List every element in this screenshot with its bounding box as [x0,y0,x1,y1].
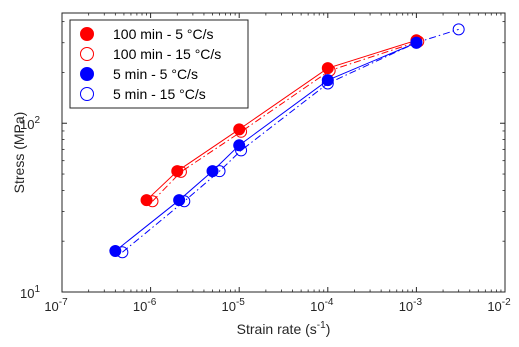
x-tick-label: 10-2 [487,297,511,314]
x-tick-label: 10-7 [44,297,68,314]
series-4-point [213,165,226,178]
x-tick-label: 10-3 [399,297,423,314]
series-4-point [452,23,465,36]
series-3-point [321,74,334,87]
legend-label: 100 min - 5 °C/s [113,26,214,42]
series-3-point [206,165,219,178]
x-tick-label: 10-5 [222,297,246,314]
series-2-line [152,41,419,202]
series-layer [109,23,465,259]
series-4-point [410,36,423,49]
series-4-point [321,77,334,90]
legend-marker [80,67,94,81]
legend-marker [80,27,94,41]
series-4 [116,23,465,259]
legend-label: 5 min - 5 °C/s [113,66,198,82]
series-4-point [178,195,191,208]
series-1-point [171,165,184,178]
x-axis-label: Strain rate (s-1) [237,320,331,337]
series-3-point [109,244,122,257]
series-2-point [235,125,248,138]
legend-marker [80,47,94,61]
y-tick-label: 102 [20,115,40,132]
series-1-point [140,194,153,207]
x-tick-label: 10-6 [133,297,157,314]
series-3-line [115,42,417,252]
series-4-point [235,144,248,157]
series-2-point [174,165,187,178]
legend-marker [80,87,94,101]
series-4-line [122,28,459,253]
axes-box [61,12,506,293]
legend: 100 min - 5 °C/s 100 min - 15 °C/s 5 min -… [69,19,249,109]
y-axis-label: Stress (MPa) [11,112,27,194]
series-2-point [146,195,159,208]
series-4-point [116,246,129,259]
y-tick-label: 101 [20,284,40,301]
legend-label: 100 min - 15 °C/s [113,46,221,62]
axes-layer: 10-7 10-6 10-5 10-4 10-3 10-2 101 102 Strain rat… [11,12,511,337]
legend-label: 5 min - 15 °C/s [113,86,206,102]
x-tick-label: 10-4 [310,297,334,314]
legend-box [69,19,249,109]
